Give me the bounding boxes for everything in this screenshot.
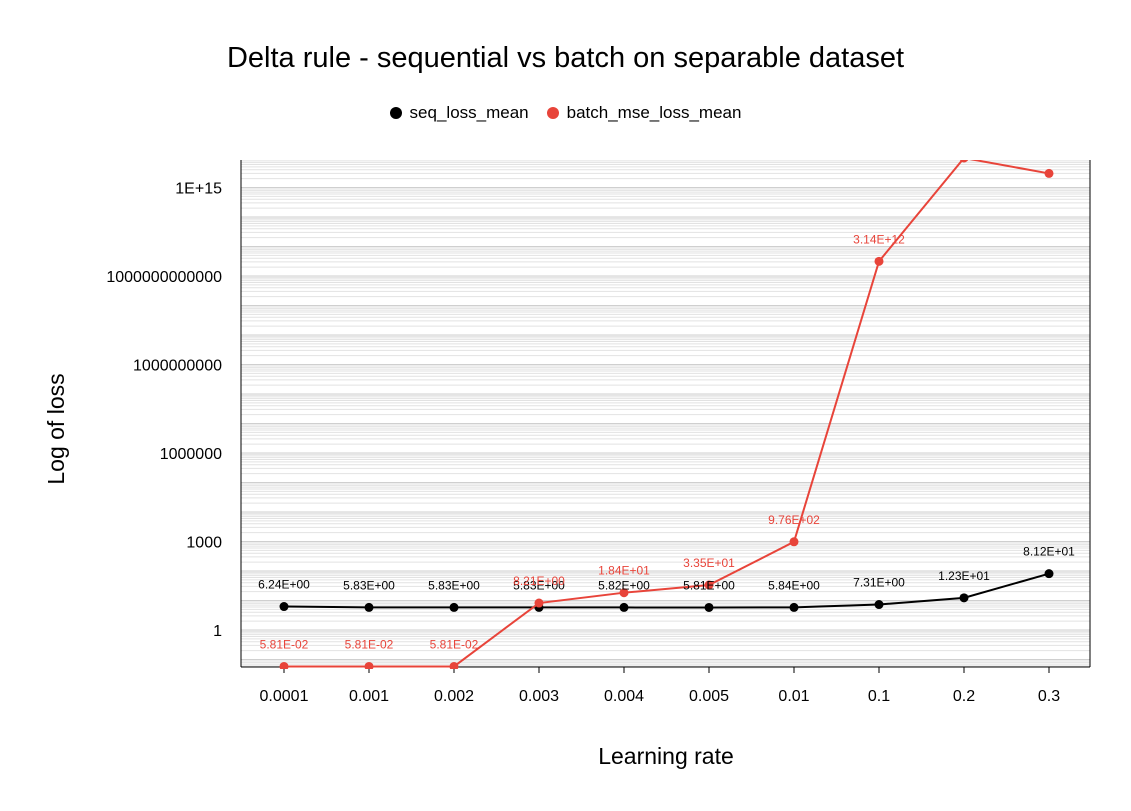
legend-marker-seq [389, 107, 402, 119]
data-point-batch_mse_loss_mean [959, 160, 969, 163]
data-point-seq_loss_mean [874, 600, 884, 610]
y-tick-label: 1000000 [160, 446, 222, 463]
axis-layer: 1 1000 1000000 1000000000 1000000000000 1E+15… [106, 160, 1091, 705]
data-label-seq_loss_mean: 5.83E+00 [343, 578, 395, 592]
data-label-batch_mse_loss_mean: 3.14E+12 [853, 232, 905, 246]
x-tick-label: 0.01 [778, 688, 809, 705]
data-point-seq_loss_mean [959, 593, 969, 603]
data-point-batch_mse_loss_mean [279, 661, 289, 669]
data-label-seq_loss_mean: 5.84E+00 [768, 578, 820, 592]
x-tick-label: 0.003 [519, 688, 559, 705]
x-tick-label: 0.2 [953, 688, 975, 705]
y-axis-title: Log of loss [43, 373, 69, 484]
data-point-batch_mse_loss_mean [449, 661, 459, 669]
data-point-batch_mse_loss_mean [704, 580, 714, 590]
x-tick-label: 0.3 [1038, 688, 1060, 705]
data-point-batch_mse_loss_mean [1044, 168, 1054, 178]
data-point-seq_loss_mean [279, 602, 289, 612]
data-label-seq_loss_mean: 5.83E+00 [428, 578, 480, 592]
x-tick-label: 0.004 [604, 688, 644, 705]
x-tick-label: 0.1 [868, 688, 890, 705]
data-label-layer: 6.24E+00 5.83E+00 5.83E+00 5.83E+00 5.82E+00… [258, 232, 1075, 651]
data-point-seq_loss_mean [364, 602, 374, 612]
data-label-batch_mse_loss_mean: 3.35E+01 [683, 556, 735, 570]
y-tick-label: 1000000000 [133, 358, 222, 375]
data-label-seq_loss_mean: 1.23E+01 [938, 569, 990, 583]
data-label-seq_loss_mean: 5.81E+00 [683, 578, 735, 592]
chart-title: Delta rule - sequential vs batch on sepa… [226, 42, 905, 74]
legend-label-seq: seq_loss_mean [409, 103, 529, 122]
legend-label-batch: batch_mse_loss_mean [566, 103, 742, 122]
x-tick-label: 0.005 [689, 688, 729, 705]
data-point-seq_loss_mean [704, 602, 714, 612]
data-point-batch_mse_loss_mean [789, 537, 799, 547]
y-tick-label: 1 [213, 623, 222, 640]
legend: seq_loss_mean batch_mse_loss_mean [0, 103, 1131, 123]
x-tick-label: 0.001 [349, 688, 389, 705]
x-tick-label: 0.0001 [260, 688, 309, 705]
data-point-batch_mse_loss_mean [534, 598, 544, 608]
x-axis-title: Learning rate [598, 743, 734, 769]
x-tick-label: 0.002 [434, 688, 474, 705]
data-label-batch_mse_loss_mean: 5.81E-02 [345, 637, 394, 651]
data-label-seq_loss_mean: 5.83E+00 [513, 578, 565, 592]
legend-item-batch[interactable]: batch_mse_loss_mean [546, 103, 742, 123]
grid-layer [241, 160, 1090, 667]
legend-marker-batch [546, 107, 559, 119]
data-label-batch_mse_loss_mean: 1.84E+01 [598, 564, 650, 578]
y-tick-label: 1000000000000 [106, 269, 222, 286]
series-line-seq_loss_mean [283, 572, 1050, 609]
data-label-batch_mse_loss_mean: 8.21E+00 [513, 574, 565, 588]
data-point-seq_loss_mean [449, 602, 459, 612]
y-tick-label: 1E+15 [175, 181, 222, 198]
data-label-batch_mse_loss_mean: 9.76E+02 [768, 513, 820, 527]
series-layer [279, 160, 1054, 669]
data-label-seq_loss_mean: 5.82E+00 [598, 578, 650, 592]
y-tick-label: 1000 [186, 535, 222, 552]
data-point-batch_mse_loss_mean [364, 661, 374, 669]
legend-item-seq[interactable]: seq_loss_mean [389, 103, 529, 123]
data-label-batch_mse_loss_mean: 5.81E-02 [430, 637, 479, 651]
data-point-seq_loss_mean [1044, 569, 1054, 579]
data-label-seq_loss_mean: 8.12E+01 [1023, 545, 1075, 559]
data-label-batch_mse_loss_mean: 5.81E-02 [260, 637, 309, 651]
series-line-batch_mse_loss_mean [284, 160, 1050, 668]
data-point-seq_loss_mean [789, 602, 799, 612]
data-label-seq_loss_mean: 6.24E+00 [258, 578, 310, 592]
data-label-seq_loss_mean: 7.31E+00 [853, 576, 905, 590]
data-point-seq_loss_mean [619, 602, 629, 612]
data-point-batch_mse_loss_mean [619, 588, 629, 598]
data-point-batch_mse_loss_mean [874, 256, 884, 266]
